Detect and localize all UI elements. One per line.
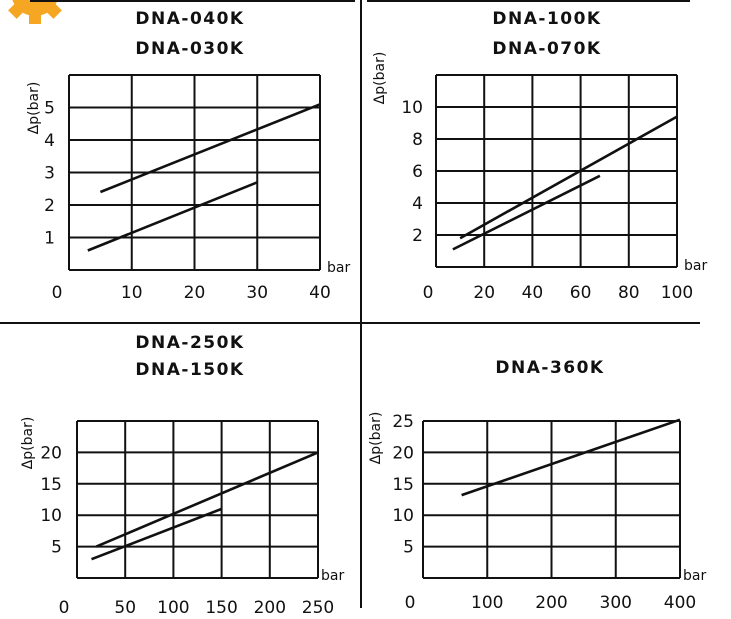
chart-panel-4: DNA-360K 5 10 15 20 25 0 100 200 300 400 bar Δp(bar)	[368, 358, 706, 613]
series-line-1	[99, 103, 321, 194]
y-tick-label: 10	[40, 506, 62, 526]
series-line-1	[95, 451, 319, 548]
x-axis-label: bar	[683, 568, 706, 584]
y-tick-label: 10	[401, 98, 423, 118]
chart-title-line: DNA-360K	[495, 358, 604, 378]
y-tick-label: 1	[44, 229, 55, 249]
series-line-1	[461, 418, 681, 497]
y-tick-label: 4	[412, 194, 423, 214]
y-tick-label: 5	[51, 538, 62, 558]
y-tick-label: 2	[412, 226, 423, 246]
x-tick-label: 250	[302, 598, 334, 618]
series-line-2	[91, 507, 223, 561]
x-tick-label: 300	[600, 593, 632, 613]
x-tick-label: 0	[423, 283, 434, 303]
x-tick-label: 20	[184, 283, 206, 303]
y-tick-label: 5	[403, 538, 414, 558]
y-tick-label: 6	[412, 162, 423, 182]
chart-title-line: DNA-250K	[135, 333, 244, 353]
y-tick-label: 20	[392, 443, 414, 463]
y-axis-label: Δp(bar)	[372, 52, 388, 105]
y-tick-label: 15	[40, 475, 62, 495]
y-tick-label: 8	[412, 130, 423, 150]
x-tick-label: 40	[309, 283, 331, 303]
series-line-2	[87, 181, 258, 252]
x-tick-label: 10	[121, 283, 143, 303]
x-tick-label: 20	[473, 283, 495, 303]
x-tick-label: 50	[114, 598, 136, 618]
x-tick-label: 30	[246, 283, 268, 303]
x-tick-label: 0	[59, 598, 70, 618]
y-tick-label: 10	[392, 506, 414, 526]
chart-title-line: DNA-070K	[492, 39, 601, 59]
y-tick-label: 3	[44, 164, 55, 184]
x-axis-label: bar	[321, 568, 344, 584]
x-tick-label: 40	[522, 283, 544, 303]
x-tick-label: 100	[471, 593, 503, 613]
chart-title-line: DNA-150K	[135, 360, 244, 380]
y-tick-label: 4	[44, 131, 55, 151]
x-tick-label: 60	[570, 283, 592, 303]
x-axis-label: bar	[327, 260, 350, 276]
x-tick-label: 200	[254, 598, 286, 618]
gear-logo-icon	[8, 0, 62, 24]
y-tick-label: 5	[44, 99, 55, 119]
x-tick-label: 80	[618, 283, 640, 303]
x-axis-label: bar	[684, 258, 707, 274]
x-tick-label: 0	[405, 593, 416, 613]
x-tick-label: 0	[52, 283, 63, 303]
y-axis-label: Δp(bar)	[26, 82, 42, 135]
chart-title-line: DNA-040K	[135, 9, 244, 29]
y-axis-label: Δp(bar)	[368, 412, 384, 465]
x-tick-label: 150	[205, 598, 237, 618]
series-line-2	[452, 174, 601, 251]
y-axis-label: Δp(bar)	[20, 417, 36, 470]
x-tick-label: 100	[157, 598, 189, 618]
x-tick-label: 400	[664, 593, 696, 613]
y-tick-label: 2	[44, 196, 55, 216]
y-tick-label: 15	[392, 475, 414, 495]
chart-title-line: DNA-030K	[135, 39, 244, 59]
x-tick-label: 200	[535, 593, 567, 613]
series-line-1	[459, 115, 678, 240]
y-tick-label: 25	[392, 412, 414, 432]
chart-title-line: DNA-100K	[492, 9, 601, 29]
y-tick-label: 20	[40, 443, 62, 463]
chart-panel-1: DNA-040K DNA-030K 1 2 3 4 5 0 10 20 30 40 bar Δp(bar)	[26, 9, 350, 303]
x-tick-label: 100	[661, 283, 693, 303]
